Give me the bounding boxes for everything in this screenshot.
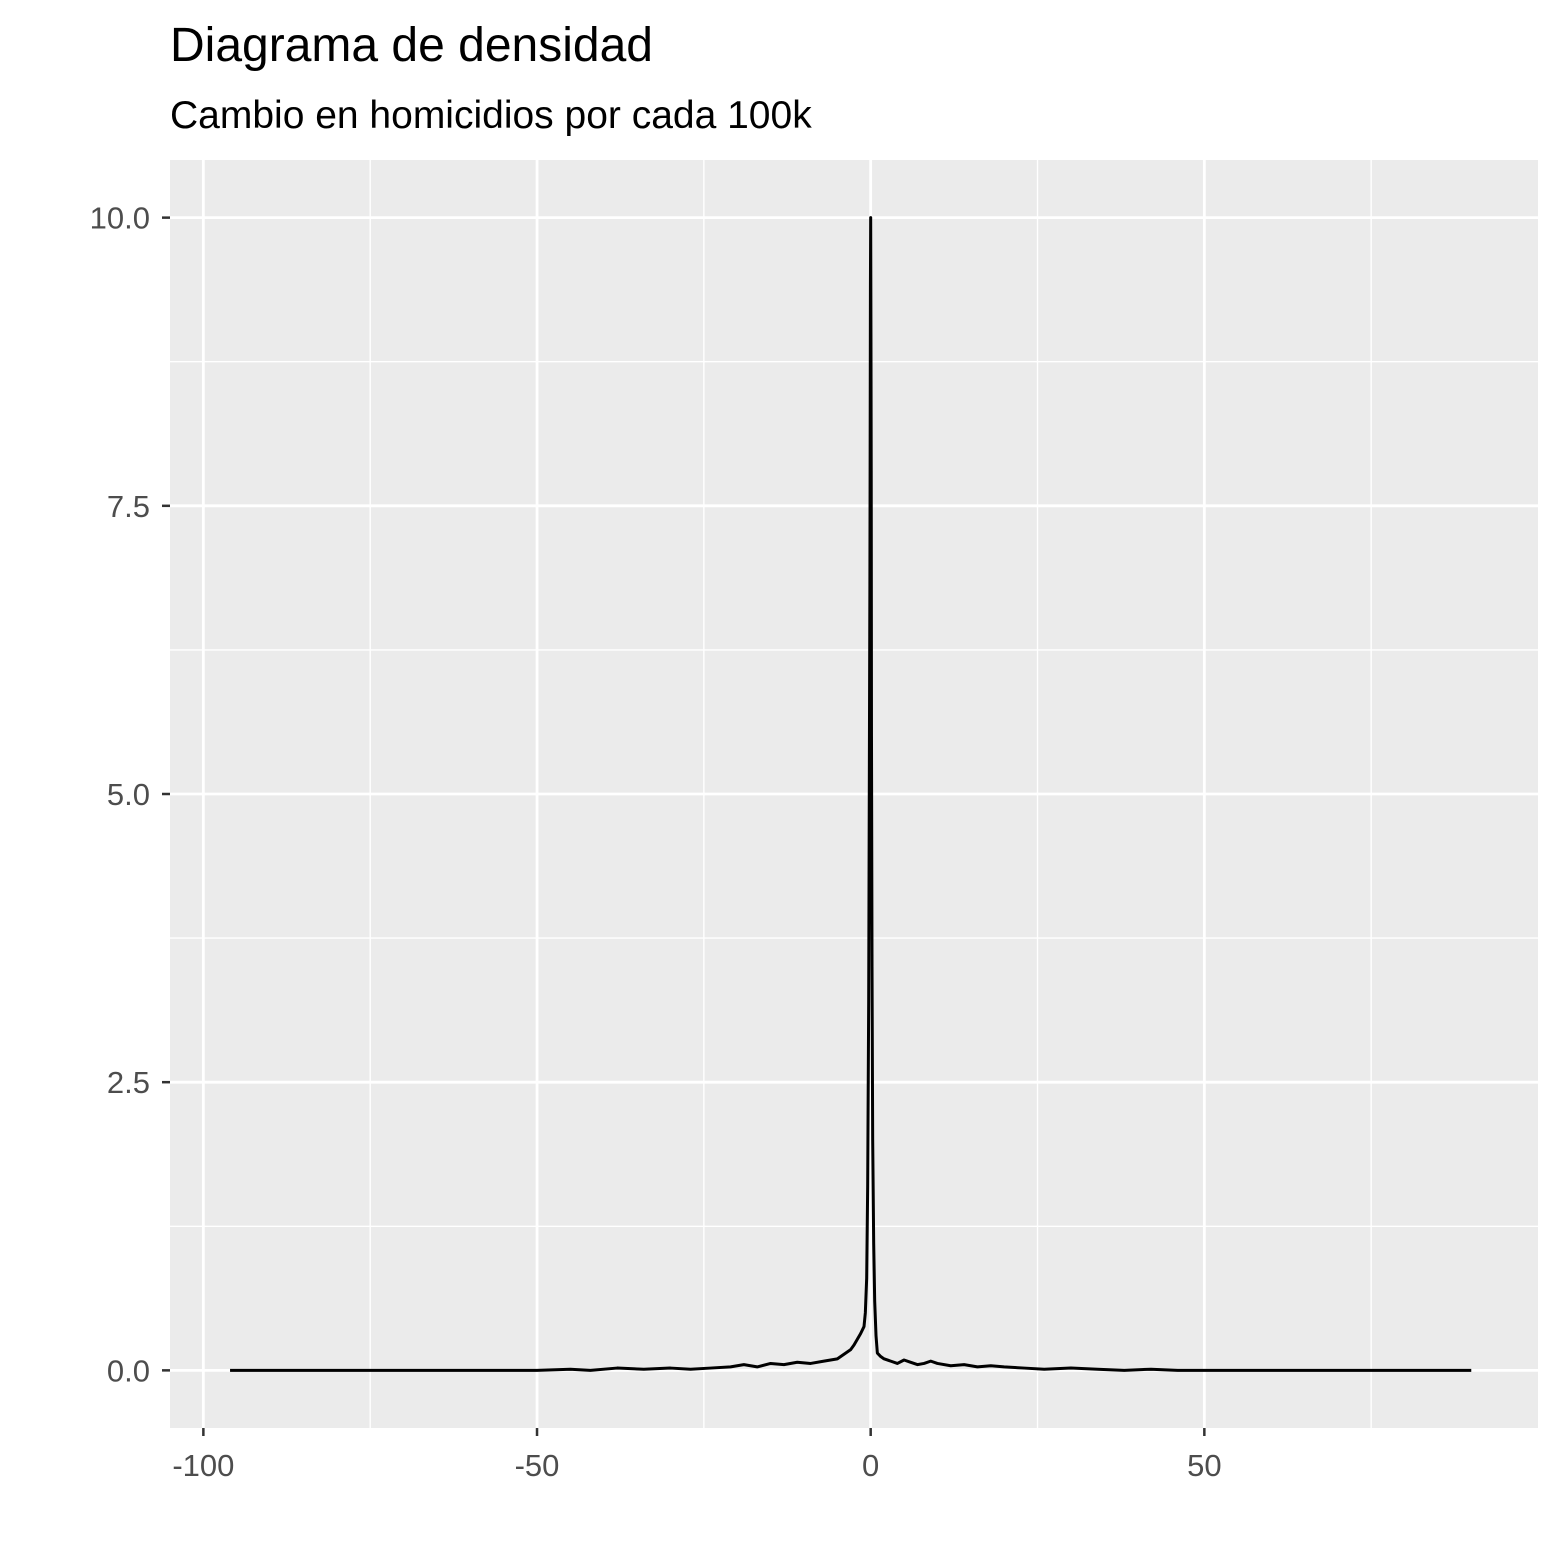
y-tick-label: 2.5 [107, 1065, 150, 1100]
y-tick-label: 0.0 [107, 1353, 150, 1388]
x-axis: -100 -50 0 50 [172, 1428, 1222, 1483]
x-tick-label: 50 [1187, 1448, 1221, 1483]
x-tick-label: 0 [862, 1448, 879, 1483]
x-tick-label: -100 [172, 1448, 234, 1483]
y-tick-label: 5.0 [107, 777, 150, 812]
density-line [230, 216, 1472, 1372]
y-tick-label: 10.0 [90, 201, 150, 236]
y-axis: 0.0 2.5 5.0 7.5 10.0 [90, 201, 170, 1388]
chart-title: Diagrama de densidad [170, 19, 653, 72]
x-tick-label: -50 [515, 1448, 560, 1483]
y-tick-label: 7.5 [107, 489, 150, 524]
chart-subtitle: Cambio en homicidios por cada 100k [170, 94, 812, 137]
